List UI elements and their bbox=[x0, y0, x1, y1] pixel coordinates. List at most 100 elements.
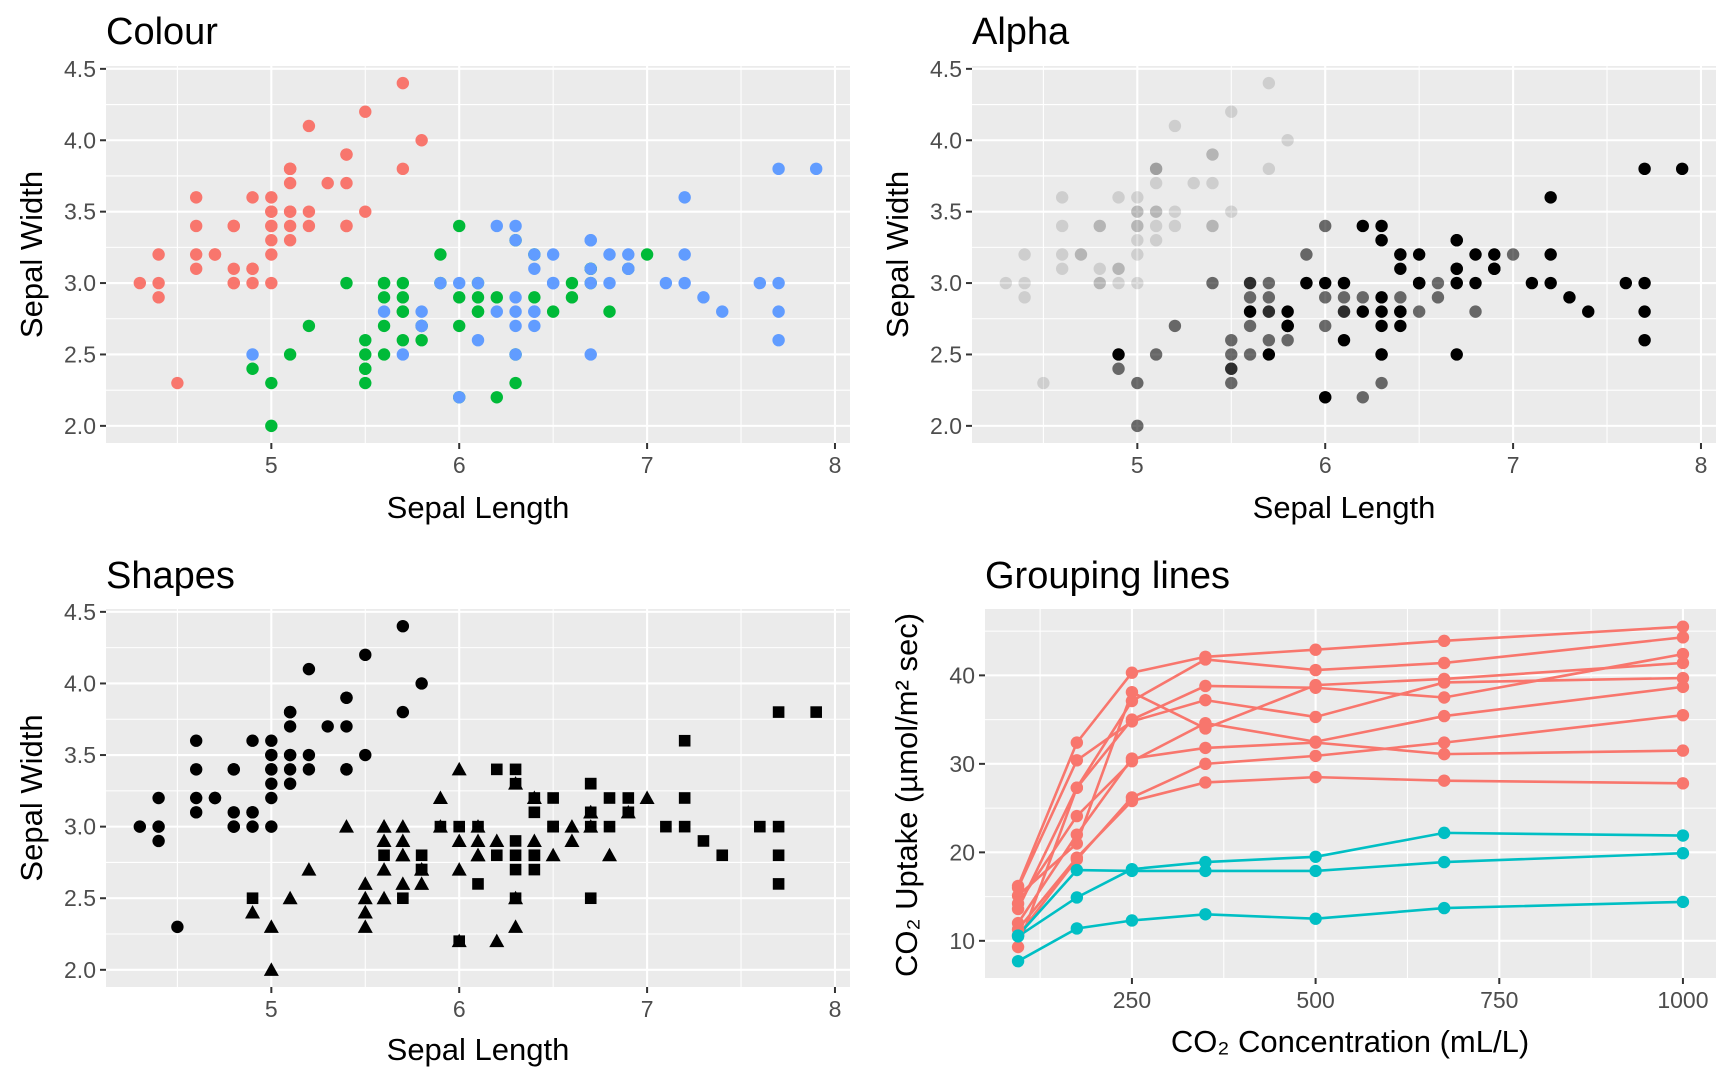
grouping-point-Mc3 bbox=[1011, 929, 1025, 942]
shapes-point-versicolor bbox=[376, 890, 392, 905]
shapes-point-virginica bbox=[453, 935, 466, 947]
alpha-point-setosa bbox=[1018, 276, 1031, 290]
shapes-point-virginica bbox=[678, 734, 691, 747]
colour-panel: Colour 5 6 7 8 2.0 2.5 3.0 3.5 4.0 4.5 Sepal Leng… bbox=[14, 11, 850, 525]
shapes-point-setosa bbox=[246, 820, 259, 833]
shapes-point-versicolor bbox=[508, 919, 524, 933]
grouping-point-Qc2 bbox=[1437, 691, 1451, 704]
shapes-point-virginica bbox=[772, 878, 785, 890]
colour-point-setosa bbox=[152, 276, 165, 290]
shapes-point-setosa bbox=[359, 748, 372, 762]
colour-point-versicolor bbox=[546, 305, 560, 318]
shapes-point-virginica bbox=[772, 706, 785, 718]
grouping-point-Mn2 bbox=[1070, 828, 1084, 841]
colour-point-versicolor bbox=[471, 305, 485, 318]
shapes-point-versicolor bbox=[395, 833, 411, 847]
grouping-point-Qn3 bbox=[1199, 650, 1212, 663]
alpha-point-versicolor bbox=[1431, 276, 1445, 290]
shapes-point-versicolor bbox=[395, 819, 411, 833]
alpha-point-setosa bbox=[1018, 291, 1031, 304]
grouping-lines-x-tick-label: 500 bbox=[1296, 987, 1334, 1013]
grouping-point-Qc2 bbox=[1070, 781, 1084, 794]
grouping-point-Qc2 bbox=[1676, 647, 1690, 661]
grouping-point-Qn3 bbox=[1676, 620, 1690, 633]
shapes-point-virginica bbox=[622, 806, 635, 819]
alpha-point-setosa bbox=[1206, 148, 1219, 161]
alpha-y-tick-label: 2.5 bbox=[930, 341, 962, 367]
alpha-point-virginica bbox=[1394, 319, 1407, 333]
shapes-point-setosa bbox=[265, 791, 278, 805]
alpha-title: Alpha bbox=[972, 11, 1070, 53]
alpha-point-setosa bbox=[1225, 205, 1238, 218]
shapes-point-virginica bbox=[490, 849, 503, 862]
grouping-point-Mc2 bbox=[1309, 912, 1322, 925]
alpha-point-versicolor bbox=[1243, 276, 1257, 290]
shapes-point-virginica bbox=[378, 849, 390, 862]
colour-point-setosa bbox=[227, 262, 240, 275]
grouping-point-Mn2 bbox=[1676, 744, 1690, 757]
colour-point-versicolor bbox=[453, 291, 466, 304]
alpha-y-tick-label: 4.0 bbox=[930, 127, 962, 153]
colour-point-virginica bbox=[509, 219, 522, 233]
shapes-y-tick-label: 2.5 bbox=[64, 885, 96, 911]
colour-point-setosa bbox=[265, 248, 278, 261]
colour-point-setosa bbox=[283, 219, 297, 233]
grouping-point-Qc3 bbox=[1309, 678, 1322, 692]
grouping-point-Qn1 bbox=[1199, 693, 1212, 707]
shapes-point-versicolor bbox=[639, 790, 655, 804]
colour-point-versicolor bbox=[265, 419, 278, 433]
colour-point-versicolor bbox=[377, 291, 391, 304]
grouping-lines-y-tick-label: 20 bbox=[949, 839, 975, 865]
grouping-point-Mc1 bbox=[1199, 855, 1212, 869]
alpha-point-setosa bbox=[1149, 162, 1163, 176]
alpha-point-setosa bbox=[1112, 191, 1125, 204]
grouping-point-Mn3 bbox=[1437, 774, 1451, 787]
colour-point-virginica bbox=[528, 262, 541, 275]
alpha-point-setosa bbox=[1131, 205, 1144, 218]
grouping-point-Mn2 bbox=[1309, 736, 1322, 749]
colour-point-virginica bbox=[528, 248, 541, 261]
alpha-point-virginica bbox=[1356, 305, 1369, 318]
grouping-point-Qn1 bbox=[1309, 710, 1322, 724]
colour-point-setosa bbox=[283, 162, 297, 176]
colour-point-setosa bbox=[340, 219, 353, 233]
colour-point-versicolor bbox=[302, 319, 316, 333]
grouping-point-Qc3 bbox=[1676, 656, 1690, 670]
alpha-point-versicolor bbox=[1319, 219, 1332, 233]
alpha-point-setosa bbox=[1206, 219, 1219, 233]
alpha-point-versicolor bbox=[1206, 276, 1219, 290]
shapes-point-setosa bbox=[189, 734, 203, 747]
alpha-point-virginica bbox=[1300, 276, 1313, 290]
shapes-point-versicolor bbox=[282, 890, 298, 905]
shapes-y-tick-label: 4.5 bbox=[64, 599, 96, 625]
colour-point-versicolor bbox=[396, 305, 410, 318]
shapes-x-tick-label: 8 bbox=[829, 996, 842, 1022]
shapes-axis-ticks: 5 6 7 8 2.0 2.5 3.0 3.5 4.0 4.5 bbox=[64, 599, 841, 1022]
grouping-point-Mn3 bbox=[1676, 777, 1690, 790]
shapes-point-setosa bbox=[283, 720, 297, 733]
alpha-point-virginica bbox=[1619, 276, 1633, 290]
alpha-point-setosa bbox=[1206, 176, 1219, 190]
colour-point-setosa bbox=[321, 176, 334, 190]
alpha-point-versicolor bbox=[1149, 348, 1163, 361]
shapes-point-virginica bbox=[415, 863, 428, 876]
colour-point-versicolor bbox=[415, 333, 428, 347]
shapes-point-versicolor bbox=[338, 819, 354, 833]
alpha-point-setosa bbox=[1168, 119, 1182, 133]
alpha-point-virginica bbox=[1281, 305, 1294, 318]
colour-point-setosa bbox=[246, 276, 259, 290]
alpha-point-versicolor bbox=[1225, 333, 1238, 347]
alpha-point-setosa bbox=[1093, 219, 1106, 233]
shapes-point-virginica bbox=[810, 706, 822, 718]
colour-y-tick-label: 4.0 bbox=[64, 127, 96, 153]
grouping-point-Qn3 bbox=[1011, 879, 1025, 893]
alpha-point-setosa bbox=[1074, 248, 1088, 261]
colour-point-virginica bbox=[546, 276, 560, 290]
colour-point-setosa bbox=[246, 262, 259, 275]
alpha-point-virginica bbox=[1638, 305, 1651, 318]
colour-point-virginica bbox=[622, 248, 635, 261]
colour-point-setosa bbox=[189, 248, 203, 261]
shapes-point-versicolor bbox=[451, 761, 467, 776]
shapes-point-versicolor bbox=[451, 862, 467, 876]
